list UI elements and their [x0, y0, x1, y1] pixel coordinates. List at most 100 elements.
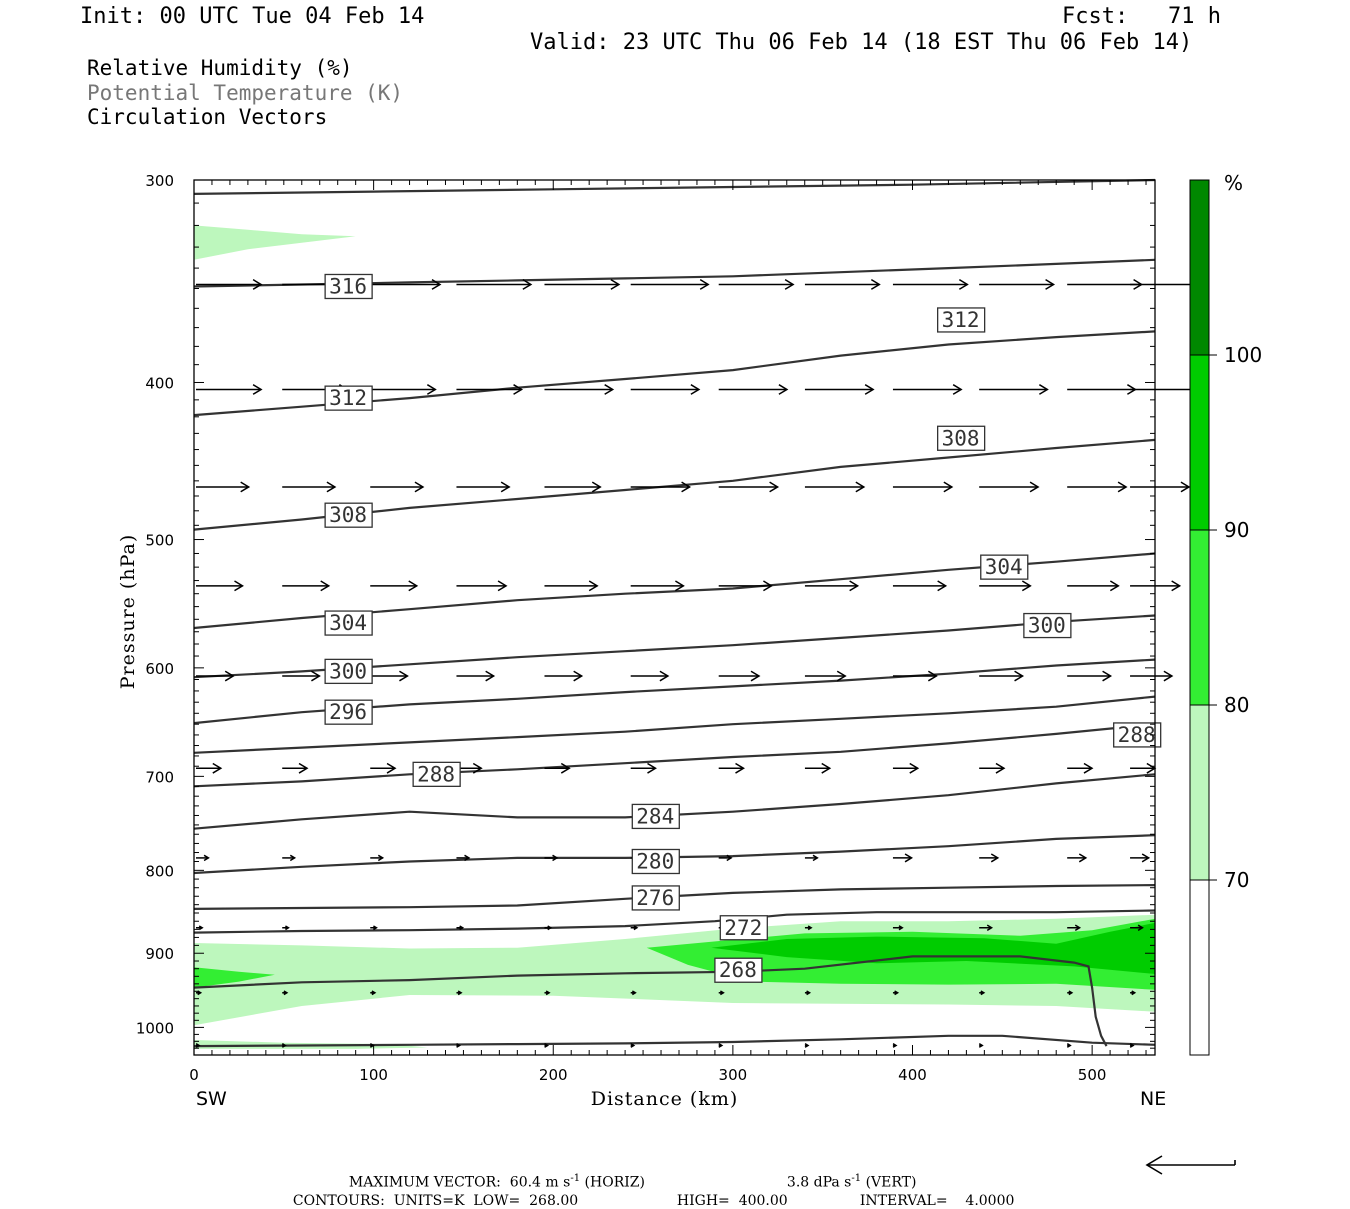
- theta-label-316-box: [324, 273, 373, 300]
- y-tick-label: 700: [145, 768, 174, 786]
- vector-head: [456, 1043, 462, 1048]
- vector-arrow: [544, 580, 599, 592]
- vector-arrow: [979, 670, 1025, 682]
- vector-arrow: [892, 1043, 898, 1048]
- theta-line-unlabeled-1: [193, 1034, 1156, 1048]
- x-tick-label: 0: [189, 1066, 199, 1084]
- y-tick-label: 600: [145, 660, 174, 678]
- vector-head: [726, 854, 733, 862]
- x-axis-title: Distance (km): [591, 1088, 739, 1110]
- vector-arrow: [370, 670, 409, 682]
- vector-arrow: [979, 762, 1006, 774]
- vector-arrow: [979, 990, 986, 996]
- vector-head: [560, 762, 571, 774]
- vector-head: [806, 990, 812, 996]
- rh-region-90-5: [711, 922, 1155, 974]
- vector-head: [252, 279, 263, 290]
- vector-head: [472, 762, 483, 774]
- y-axis-title: Pressure (hPa): [117, 534, 139, 690]
- theta-label-296: 296: [329, 700, 367, 724]
- vector-head: [1137, 924, 1144, 932]
- vector-head: [807, 925, 813, 931]
- vector-head: [224, 670, 235, 682]
- vector-head: [604, 384, 615, 395]
- vector-arrow: [804, 854, 819, 862]
- vector-head: [784, 279, 795, 290]
- vector-arrow: [282, 990, 289, 996]
- vector-head: [326, 481, 337, 493]
- vector-arrow: [456, 925, 465, 931]
- vector-head: [750, 670, 761, 682]
- theta-label-extra-300-3: 300: [1028, 614, 1066, 638]
- vector-arrow: [544, 990, 551, 996]
- vector-arrow: [1067, 990, 1074, 996]
- vector-head: [718, 1043, 724, 1048]
- max-vector-vert-unit: (VERT): [865, 1174, 917, 1191]
- theta-label-extra-304-2: 304: [985, 555, 1023, 579]
- theta-label-280-box: [631, 848, 680, 875]
- field-theta-label: Potential Temperature (K): [87, 81, 404, 105]
- vector-head: [1171, 580, 1182, 592]
- vector-arrow: [196, 481, 251, 493]
- vector-arrow: [718, 481, 780, 493]
- vector-head: [485, 670, 496, 682]
- vector-arrow: [804, 279, 881, 290]
- vector-arrow: [979, 384, 1049, 395]
- vector-arrow: [979, 279, 1056, 290]
- max-vector-label: MAXIMUM VECTOR:: [348, 1174, 501, 1191]
- vector-head: [778, 384, 789, 395]
- max-vector-horiz-unit: (HORIZ): [584, 1174, 645, 1191]
- vector-head: [426, 384, 437, 395]
- x-tick-label: 300: [719, 1066, 748, 1084]
- vector-arrow: [1130, 384, 1200, 395]
- theta-label-312-box: [324, 385, 373, 411]
- vector-arrow: [892, 580, 948, 592]
- vector-head: [952, 384, 963, 395]
- vector-head: [763, 580, 773, 592]
- vector-head: [812, 854, 819, 862]
- vector-arrow: [1067, 580, 1120, 592]
- vector-arrow: [1067, 762, 1094, 774]
- vector-head: [195, 1043, 201, 1048]
- contours-high: HIGH= 400.00: [668, 1177, 788, 1209]
- vector-arrow: [282, 762, 309, 774]
- vector-head: [500, 481, 511, 493]
- vector-arrow: [630, 925, 639, 931]
- vector-arrow: [979, 481, 1040, 493]
- vector-head: [1014, 670, 1025, 682]
- vector-arrow: [456, 670, 496, 682]
- vector-head: [371, 990, 377, 996]
- vector-arrow: [892, 481, 954, 493]
- colorbar-swatch: [1190, 705, 1209, 880]
- theta-label-308: 308: [329, 503, 367, 527]
- vector-head: [821, 762, 832, 774]
- vector-head: [377, 854, 385, 862]
- vector-head: [203, 854, 210, 862]
- max-vector-vert-value: 3.8 dPa s: [786, 1174, 852, 1191]
- vector-head: [1109, 580, 1120, 592]
- vector-arrow: [370, 925, 378, 931]
- vector-arrow: [892, 925, 904, 931]
- theta-labels: 268 272 276 280 284 288 296 300 304 308 312 316 312 3…: [324, 273, 1162, 983]
- theta-label-extra-304-2-box: [980, 554, 1029, 580]
- vector-head: [212, 762, 223, 774]
- vector-head: [373, 925, 378, 931]
- colorbar-swatch: [1190, 530, 1209, 705]
- vector-arrow: [804, 990, 812, 996]
- vector-head: [904, 853, 914, 863]
- vector-arrow: [1130, 481, 1191, 493]
- right-end-label: NE: [1140, 1088, 1166, 1110]
- vector-head: [1029, 481, 1040, 493]
- contours-interval-value: 4.0000: [965, 1193, 1015, 1209]
- vector-arrow: [979, 924, 994, 932]
- theta-label-304-box: [324, 610, 373, 636]
- vector-arrow: [544, 670, 584, 682]
- vector-head: [234, 580, 244, 592]
- vector-arrow: [544, 279, 621, 290]
- vector-head: [1102, 670, 1113, 682]
- vector-arrow: [630, 762, 657, 774]
- y-tick-label: 300: [145, 172, 174, 190]
- theta-line-unlabeled-14: [193, 178, 1156, 195]
- theta-line-292: [193, 695, 1156, 754]
- colorbar-unit: %: [1224, 171, 1243, 195]
